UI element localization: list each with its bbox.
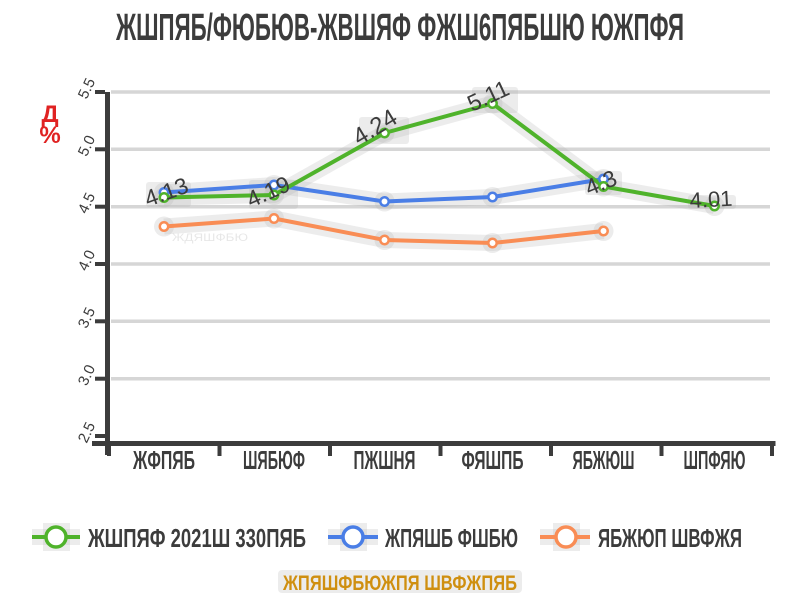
svg-text:ЖДЯШФБЮ: ЖДЯШФБЮ <box>172 232 248 244</box>
svg-text:4.5: 4.5 <box>75 190 99 216</box>
svg-text:ЯБЖЮП ШВФЖЯ: ЯБЖЮП ШВФЖЯ <box>598 523 742 553</box>
svg-text:ШПФЯЮ: ШПФЯЮ <box>684 445 746 475</box>
svg-text:ЖШПЯБ/ФЮБЮВ-ЖВШЯФ ФЖШ6ПЯБШЮ ЮЖ: ЖШПЯБ/ФЮБЮВ-ЖВШЯФ ФЖШ6ПЯБШЮ ЮЖПФЯ <box>115 7 684 49</box>
svg-text:3.5: 3.5 <box>75 305 99 331</box>
svg-text:ФЯШПБ: ФЯШПБ <box>462 445 524 475</box>
svg-text:ЖФПЯБ: ЖФПЯБ <box>132 445 195 475</box>
svg-text:5.0: 5.0 <box>75 133 99 159</box>
svg-text:5.5: 5.5 <box>75 76 99 102</box>
svg-text:ЖПЯШФБЮЖПЯ ШВФЖПЯБ: ЖПЯШФБЮЖПЯ ШВФЖПЯБ <box>282 572 517 595</box>
svg-text:ЖПЯШБ ФШБЮ: ЖПЯШБ ФШБЮ <box>384 523 518 553</box>
svg-text:3.0: 3.0 <box>75 362 99 388</box>
svg-text:ЖШПЯФ 2021Ш 330ПЯБ: ЖШПЯФ 2021Ш 330ПЯБ <box>87 523 306 553</box>
svg-text:4.0: 4.0 <box>75 248 99 274</box>
svg-text:ШЯБЮФ: ШЯБЮФ <box>243 445 305 475</box>
svg-text:ПЖШНЯ: ПЖШНЯ <box>354 445 416 475</box>
svg-text:4.01: 4.01 <box>689 186 733 213</box>
svg-text:ЯБЖЮШ: ЯБЖЮШ <box>573 445 635 475</box>
svg-text:Д%: Д% <box>39 101 60 149</box>
